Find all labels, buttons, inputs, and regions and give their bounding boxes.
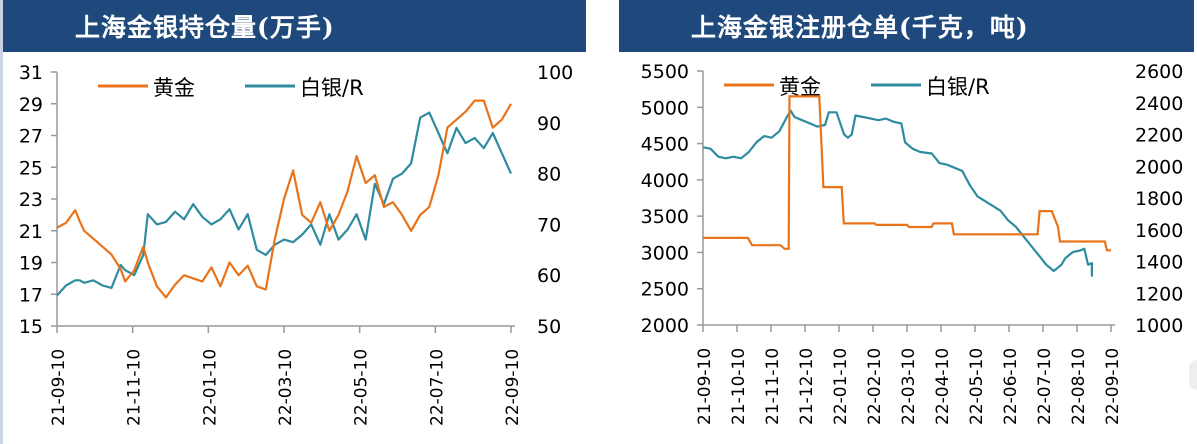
y-tick-label: 27 [19,126,43,148]
y-tick-label: 17 [19,284,43,306]
y-right-tick-label: 100 [537,62,573,84]
y-tick-label: 3000 [641,242,689,264]
legend-silver-label: 白银/R [926,75,990,99]
x-tick-label: 22-08-10 [1069,348,1089,425]
y-right-tick-label: 2400 [1135,93,1183,115]
gold-line [56,99,512,299]
y-right-tick-label: 50 [537,316,561,338]
y-right-tick-label: 1400 [1135,252,1183,274]
y-right-tick-label: 1600 [1135,220,1183,242]
y-right-tick-label: 2000 [1135,156,1183,178]
gold-line [703,95,1111,252]
x-tick-label: 21-11-10 [763,348,783,425]
open-interest-chart: 15 17 19 21 23 25 27 29 31 50 60 70 80 90 100 21-09-10 2… [19,62,573,426]
legend-gold-label: 黄金 [779,75,821,99]
x-tick-label: 22-09-10 [503,349,523,426]
x-tick-label: 21-11-10 [125,349,145,426]
x-tick-label: 22-02-10 [865,348,885,425]
x-tick-label: 22-05-10 [967,348,987,425]
y-tick-label: 25 [19,157,43,179]
y-right-tick-label: 2600 [1135,61,1183,83]
silver-line [56,111,513,297]
y-right-tick-label: 1200 [1135,283,1183,305]
y-tick-label: 2500 [641,279,689,301]
y-right-tick-label: 2200 [1135,125,1183,147]
x-tick-label: 22-01-10 [831,348,851,425]
y-right-tick-label: 1800 [1135,188,1183,210]
x-tick-label: 22-01-10 [200,349,220,426]
chart-title: 上海金银持仓量(万手) [3,0,586,52]
y-right-tick-label: 1000 [1135,315,1183,337]
x-tick-label: 22-03-10 [899,348,919,425]
x-tick-label: 22-07-10 [1035,348,1055,425]
scrollbar-handle[interactable] [1189,360,1197,390]
x-tick-label: 22-05-10 [352,349,372,426]
y-tick-label: 15 [19,316,43,338]
warehouse-receipts-chart: 2000 2500 3000 3500 4000 4500 5000 5500 1000 1200… [641,61,1184,425]
chart-panel-open-interest: 上海金银持仓量(万手) 15 17 19 21 23 25 27 29 31 50 60 70 80 90… [0,0,586,444]
legend-silver-label: 白银/R [300,76,364,100]
x-tick-label: 21-10-10 [729,348,749,425]
y-tick-label: 5500 [641,61,689,83]
x-tick-label: 22-09-10 [1103,348,1123,425]
chart-panel-warehouse-receipts: 上海金银注册仓单(千克，吨) 2000 2500 3000 3500 4000 4500 5… [619,0,1197,444]
chart-title: 上海金银注册仓单(千克，吨) [619,0,1194,52]
y-tick-label: 19 [19,253,43,275]
y-tick-label: 4500 [641,134,689,156]
y-tick-label: 23 [19,189,43,211]
y-tick-label: 4000 [641,170,689,192]
y-tick-label: 3500 [641,206,689,228]
x-tick-label: 22-04-10 [933,348,953,425]
x-tick-label: 22-07-10 [427,349,447,426]
x-tick-label: 21-12-10 [797,348,817,425]
x-tick-label: 21-09-10 [49,349,69,426]
y-tick-label: 21 [19,221,43,243]
y-right-tick-label: 60 [537,265,561,287]
y-tick-label: 5000 [641,97,689,119]
x-tick-label: 22-03-10 [276,349,296,426]
y-right-tick-label: 90 [537,113,561,135]
y-tick-label: 31 [19,62,43,84]
y-tick-label: 29 [19,94,43,116]
x-tick-label: 22-06-10 [1001,348,1021,425]
silver-line [702,109,1093,277]
legend-gold-label: 黄金 [153,76,195,100]
x-tick-label: 21-09-10 [695,348,715,425]
y-right-tick-label: 70 [537,214,561,236]
y-right-tick-label: 80 [537,164,561,186]
y-tick-label: 2000 [641,315,689,337]
